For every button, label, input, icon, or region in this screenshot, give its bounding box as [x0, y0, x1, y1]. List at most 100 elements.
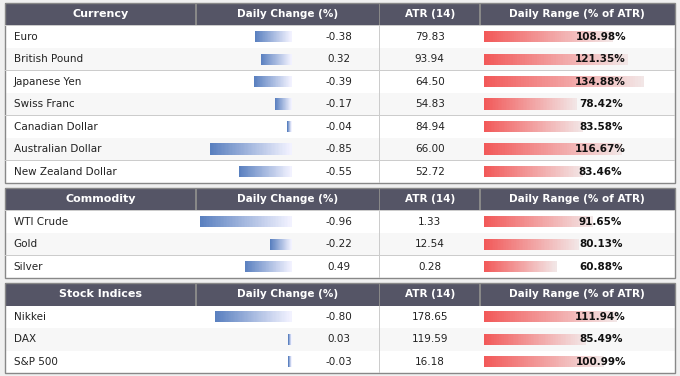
- Bar: [196, 328, 379, 350]
- Bar: [583, 334, 585, 345]
- Bar: [289, 121, 290, 132]
- Bar: [271, 31, 273, 42]
- Bar: [494, 121, 496, 132]
- Bar: [558, 238, 560, 250]
- Bar: [285, 99, 286, 110]
- Bar: [216, 216, 219, 227]
- Bar: [530, 121, 532, 132]
- Bar: [575, 311, 577, 323]
- Bar: [279, 311, 281, 323]
- Bar: [279, 53, 280, 65]
- Bar: [524, 334, 527, 345]
- Bar: [550, 99, 553, 110]
- Bar: [241, 166, 243, 177]
- Bar: [289, 356, 290, 367]
- Bar: [275, 76, 276, 87]
- Bar: [529, 31, 532, 42]
- Bar: [577, 166, 580, 177]
- Bar: [254, 166, 256, 177]
- Bar: [289, 356, 290, 367]
- Bar: [554, 53, 556, 65]
- Bar: [290, 121, 291, 132]
- Text: -0.85: -0.85: [326, 144, 352, 154]
- Bar: [196, 70, 379, 93]
- Text: ATR (14): ATR (14): [405, 194, 455, 204]
- Bar: [287, 99, 288, 110]
- Bar: [265, 311, 267, 323]
- Bar: [272, 166, 273, 177]
- Bar: [254, 216, 257, 227]
- Bar: [479, 3, 481, 26]
- Bar: [562, 356, 564, 367]
- Bar: [503, 143, 505, 155]
- Bar: [573, 334, 575, 345]
- Bar: [577, 311, 579, 323]
- Bar: [528, 311, 531, 323]
- Bar: [625, 53, 628, 65]
- Bar: [615, 143, 618, 155]
- Bar: [540, 216, 543, 227]
- Bar: [512, 166, 514, 177]
- Bar: [285, 311, 287, 323]
- Bar: [239, 143, 241, 155]
- Bar: [291, 99, 292, 110]
- Bar: [494, 166, 496, 177]
- Bar: [498, 356, 500, 367]
- Bar: [284, 53, 285, 65]
- Bar: [541, 166, 544, 177]
- Bar: [513, 216, 515, 227]
- Bar: [484, 356, 487, 367]
- Bar: [546, 31, 549, 42]
- Bar: [211, 143, 214, 155]
- Bar: [290, 53, 291, 65]
- Bar: [480, 70, 481, 93]
- Bar: [291, 334, 292, 345]
- Bar: [248, 166, 250, 177]
- Bar: [568, 166, 570, 177]
- Bar: [239, 216, 241, 227]
- Bar: [287, 143, 289, 155]
- Bar: [251, 166, 252, 177]
- Bar: [496, 143, 498, 155]
- Bar: [570, 311, 573, 323]
- Bar: [196, 211, 197, 233]
- Bar: [232, 143, 234, 155]
- Bar: [290, 334, 291, 345]
- Bar: [492, 356, 494, 367]
- Bar: [497, 166, 499, 177]
- Text: 83.58%: 83.58%: [579, 121, 622, 132]
- Bar: [503, 334, 505, 345]
- Bar: [272, 31, 273, 42]
- Bar: [291, 121, 292, 132]
- Bar: [259, 31, 260, 42]
- Bar: [597, 356, 600, 367]
- Bar: [290, 99, 291, 110]
- Bar: [526, 356, 528, 367]
- Bar: [598, 311, 601, 323]
- Bar: [252, 143, 254, 155]
- Bar: [551, 334, 554, 345]
- Bar: [542, 216, 544, 227]
- Bar: [277, 31, 278, 42]
- Bar: [284, 311, 286, 323]
- Bar: [544, 143, 547, 155]
- Bar: [543, 356, 546, 367]
- Bar: [379, 160, 480, 183]
- Bar: [585, 216, 588, 227]
- Bar: [286, 99, 287, 110]
- Bar: [601, 143, 604, 155]
- Bar: [505, 261, 507, 272]
- Bar: [273, 261, 275, 272]
- Bar: [534, 53, 537, 65]
- Bar: [379, 3, 380, 26]
- Bar: [596, 53, 599, 65]
- Bar: [622, 53, 626, 65]
- Bar: [273, 76, 275, 87]
- Bar: [210, 143, 212, 155]
- Bar: [218, 216, 220, 227]
- Bar: [245, 166, 248, 177]
- Bar: [284, 238, 285, 250]
- Bar: [563, 166, 565, 177]
- Bar: [289, 121, 290, 132]
- Bar: [480, 255, 481, 278]
